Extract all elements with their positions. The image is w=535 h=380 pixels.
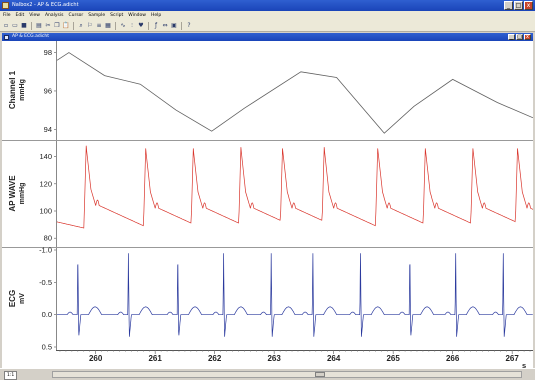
toolbar-separator	[148, 21, 149, 30]
new-file-icon[interactable]: ▫	[3, 21, 9, 29]
channel1-series-line	[56, 52, 534, 134]
y-tick-label: 100	[39, 207, 52, 216]
menu-cursor[interactable]: Cursor	[68, 13, 84, 18]
zoom-view-icon[interactable]: ⌕	[79, 21, 83, 29]
x-tick-label: 262	[208, 354, 222, 363]
close-button[interactable]: x	[524, 1, 533, 10]
y-tick-label: 80	[44, 234, 52, 243]
app-title-bar: Nalbox2 - AP & ECG.adicht _ □ x	[0, 0, 535, 11]
x-tick-label: 261	[148, 354, 162, 363]
channel-label-2[interactable]: AP WAVE mmHg	[8, 175, 26, 212]
channel-unit: mmHg	[19, 183, 26, 205]
toolbar-separator	[181, 21, 182, 30]
x-tick-label: 266	[446, 354, 460, 363]
toolbar-separator	[31, 21, 32, 30]
spectrum-icon[interactable]: ⫶	[131, 21, 133, 29]
maximize-button[interactable]: □	[514, 1, 523, 10]
x-tick-label: 265	[386, 354, 400, 363]
ap-wave-series-line	[56, 145, 534, 229]
channel-name: Channel 1	[8, 70, 17, 109]
channel-label-1[interactable]: Channel 1 mmHg	[8, 70, 26, 109]
doc-close-button[interactable]: x	[524, 34, 531, 40]
y-tick-label: -0.5	[39, 278, 52, 287]
document-icon	[4, 34, 9, 40]
panel-divider	[2, 140, 533, 141]
y-axis-line	[56, 41, 57, 351]
compress-icon[interactable]: ⇔	[162, 21, 168, 29]
cut-icon[interactable]: ✂	[45, 21, 51, 29]
status-bar: 1:1	[0, 368, 535, 380]
x-unit-label: s	[522, 361, 526, 368]
y-tick-label: 98	[44, 48, 52, 57]
save-icon[interactable]: ■	[21, 21, 27, 29]
ecg-analysis-icon[interactable]: ♥	[138, 21, 144, 29]
toolbar: ▫ ▭ ■ ▤ ✂ ❐ 📋 ⌕ ⚐ ≡ ▦ ∿ ⫶ ♥ ƒ ⇔ ▣?	[0, 20, 535, 32]
app-icon	[2, 2, 9, 9]
channel-name: ECG	[8, 290, 17, 307]
scope-icon[interactable]: ∿	[120, 21, 126, 29]
menu-edit[interactable]: Edit	[15, 13, 25, 18]
panel-divider	[2, 247, 533, 248]
document-title: AP & ECG.adicht	[12, 34, 50, 39]
menu-bar: File Edit View Analysis Cursor Sample Script Wi…	[0, 11, 535, 20]
menu-help[interactable]: Help	[150, 13, 162, 18]
doc-maximize-button[interactable]: □	[516, 34, 523, 40]
marker-icon[interactable]: ⚐	[87, 21, 93, 29]
page-icon[interactable]: ▣	[171, 21, 177, 29]
open-file-icon[interactable]: ▭	[12, 21, 18, 29]
y-tick-label: 0.0	[42, 310, 52, 319]
menu-view[interactable]: View	[29, 13, 40, 18]
print-icon[interactable]: ▤	[36, 21, 42, 29]
x-tick-label: 263	[267, 354, 281, 363]
channel-settings-icon[interactable]: ≡	[96, 21, 102, 29]
help-icon[interactable]: ?	[187, 21, 191, 29]
data-pad-icon[interactable]: ▦	[105, 21, 111, 29]
toolbar-separator	[73, 21, 74, 30]
ecg-series-line	[57, 253, 533, 337]
channel-name: AP WAVE	[8, 175, 17, 212]
paste-icon[interactable]: 📋	[62, 21, 70, 29]
x-tick-label: 260	[89, 354, 103, 363]
function-icon[interactable]: ƒ	[154, 21, 158, 29]
horizontal-scrollbar[interactable]	[52, 371, 522, 378]
y-tick-label: 120	[39, 179, 52, 188]
y-tick-label: -1.0	[39, 246, 52, 255]
y-tick-label: 96	[44, 86, 52, 95]
x-axis-line	[56, 350, 533, 351]
menu-file[interactable]: File	[3, 13, 11, 18]
minimize-button[interactable]: _	[504, 1, 513, 10]
menu-script[interactable]: Script	[110, 13, 124, 18]
menu-sample[interactable]: Sample	[88, 13, 106, 18]
channel-label-3[interactable]: ECG mV	[8, 290, 26, 307]
y-tick-label: 140	[39, 152, 52, 161]
app-title: Nalbox2 - AP & ECG.adicht	[12, 2, 79, 8]
menu-analysis[interactable]: Analysis	[44, 13, 64, 18]
chart-view[interactable]: Channel 1 mmHg 94 96 98 AP WAVE mmHg 80 100 120 14…	[2, 41, 534, 370]
scrollbar-thumb[interactable]	[315, 372, 325, 377]
channel-unit: mmHg	[19, 79, 26, 101]
x-tick-label: 264	[327, 354, 341, 363]
doc-minimize-button[interactable]: _	[508, 34, 515, 40]
zoom-box[interactable]: 1:1	[4, 371, 18, 380]
copy-icon[interactable]: ❐	[54, 21, 60, 29]
y-tick-label: 0.5	[42, 343, 52, 352]
channel-unit: mV	[19, 293, 26, 304]
y-tick-label: 94	[44, 125, 52, 134]
x-tick-label: 267	[505, 354, 519, 363]
document-title-bar: AP & ECG.adicht _ □ x	[2, 33, 533, 41]
menu-window[interactable]: Window	[128, 13, 146, 18]
toolbar-separator	[115, 21, 116, 30]
